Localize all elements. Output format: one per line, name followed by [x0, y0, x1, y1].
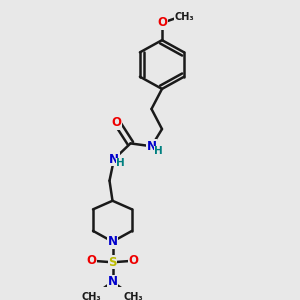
Text: O: O — [129, 254, 139, 267]
Text: O: O — [86, 254, 96, 267]
Text: H: H — [154, 146, 163, 156]
Text: CH₃: CH₃ — [124, 292, 143, 300]
Text: N: N — [107, 275, 118, 288]
Text: CH₃: CH₃ — [174, 12, 194, 22]
Text: O: O — [112, 116, 122, 129]
Text: H: H — [116, 158, 125, 169]
Text: S: S — [108, 256, 117, 269]
Text: N: N — [146, 140, 157, 153]
Text: O: O — [157, 16, 167, 29]
Text: CH₃: CH₃ — [82, 292, 101, 300]
Text: N: N — [109, 153, 119, 166]
Text: N: N — [107, 235, 118, 248]
